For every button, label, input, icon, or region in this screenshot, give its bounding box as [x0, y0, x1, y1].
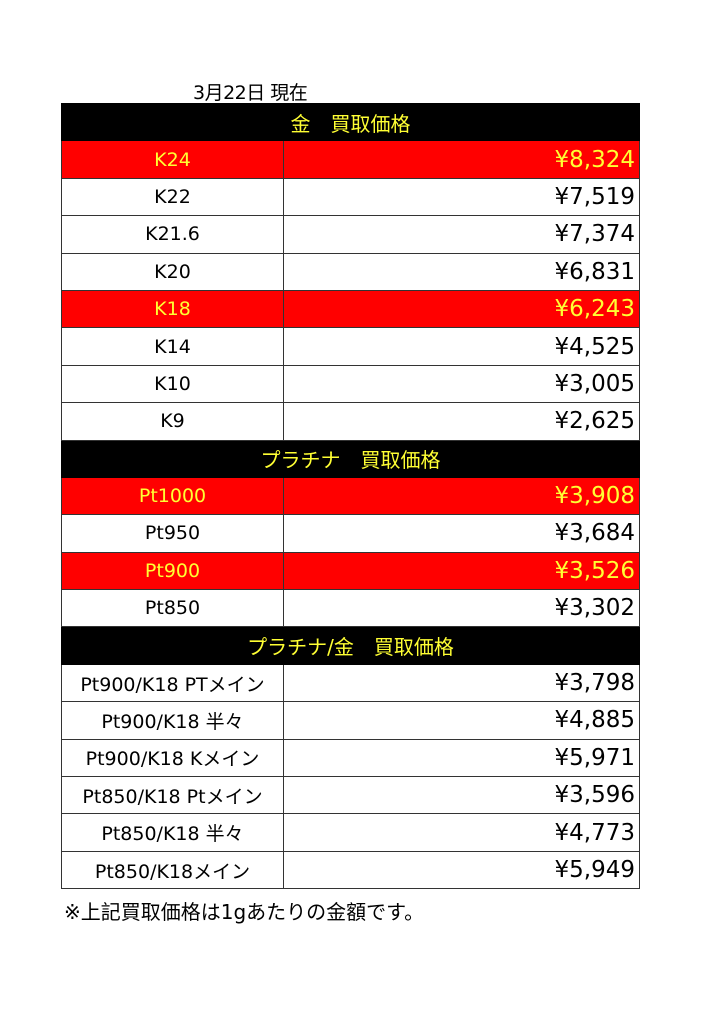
- item-price: ¥3,798: [283, 663, 640, 703]
- section-title: 金 買取価格: [61, 102, 640, 142]
- item-price: ¥3,684: [283, 514, 640, 553]
- price-row: Pt850 ¥3,302: [61, 589, 640, 628]
- price-row: Pt850/K18 Ptメイン ¥3,596: [61, 776, 640, 815]
- price-row: Pt850/K18 半々 ¥4,773: [61, 813, 640, 852]
- item-price: ¥3,908: [283, 476, 640, 516]
- item-name: K9: [61, 402, 284, 441]
- price-row: Pt900/K18 Kメイン ¥5,971: [61, 738, 640, 778]
- price-row: K14 ¥4,525: [61, 327, 640, 366]
- item-name: Pt850: [61, 589, 284, 628]
- price-row: Pt900/K18 PTメイン ¥3,798: [61, 663, 640, 703]
- item-price: ¥8,324: [283, 140, 640, 179]
- price-row: Pt900/K18 半々 ¥4,885: [61, 701, 640, 740]
- price-row: Pt900 ¥3,526: [61, 551, 640, 591]
- item-price: ¥3,302: [283, 589, 640, 628]
- item-price: ¥3,005: [283, 364, 640, 404]
- item-price: ¥6,831: [283, 252, 640, 291]
- price-row: K9 ¥2,625: [61, 402, 640, 441]
- item-price: ¥2,625: [283, 402, 640, 441]
- item-price: ¥3,526: [283, 551, 640, 591]
- item-price: ¥4,885: [283, 701, 640, 740]
- footnote: ※上記買取価格は1gあたりの金額です。: [64, 900, 425, 924]
- section-title: プラチナ 買取価格: [61, 439, 640, 478]
- item-name: Pt900/K18 Kメイン: [61, 738, 284, 778]
- price-row: K24 ¥8,324: [61, 140, 640, 179]
- item-name: Pt900/K18 PTメイン: [61, 663, 284, 703]
- item-price: ¥7,374: [283, 215, 640, 254]
- item-name: K18: [61, 289, 284, 329]
- section-header: プラチナ 買取価格: [61, 439, 640, 478]
- item-name: K20: [61, 252, 284, 291]
- price-row: K21.6 ¥7,374: [61, 215, 640, 254]
- price-row: K22 ¥7,519: [61, 177, 640, 217]
- price-row: Pt950 ¥3,684: [61, 514, 640, 553]
- price-row: Pt1000 ¥3,908: [61, 476, 640, 516]
- item-price: ¥6,243: [283, 289, 640, 329]
- price-row: K20 ¥6,831: [61, 252, 640, 291]
- item-name: Pt900/K18 半々: [61, 701, 284, 740]
- item-name: K21.6: [61, 215, 284, 254]
- item-price: ¥3,596: [283, 776, 640, 815]
- item-price: ¥5,949: [283, 850, 640, 890]
- item-name: K10: [61, 364, 284, 404]
- item-name: Pt950: [61, 514, 284, 553]
- item-name: K24: [61, 140, 284, 179]
- item-name: Pt850/K18 Ptメイン: [61, 776, 284, 815]
- price-table: 金 買取価格 K24 ¥8,324 K22 ¥7,519 K21.6 ¥7,374 K20 ¥6…: [61, 102, 640, 890]
- item-price: ¥4,525: [283, 327, 640, 366]
- price-row: Pt850/K18メイン ¥5,949: [61, 850, 640, 890]
- section-header: 金 買取価格: [61, 102, 640, 142]
- item-price: ¥7,519: [283, 177, 640, 217]
- item-name: Pt1000: [61, 476, 284, 516]
- section-title: プラチナ/金 買取価格: [61, 626, 640, 665]
- item-price: ¥5,971: [283, 738, 640, 778]
- section-header: プラチナ/金 買取価格: [61, 626, 640, 665]
- price-row: K10 ¥3,005: [61, 364, 640, 404]
- item-name: K14: [61, 327, 284, 366]
- item-name: Pt850/K18 半々: [61, 813, 284, 852]
- item-price: ¥4,773: [283, 813, 640, 852]
- item-name: Pt900: [61, 551, 284, 591]
- date-label: 3月22日 現在: [193, 82, 308, 104]
- item-name: Pt850/K18メイン: [61, 850, 284, 890]
- price-row: K18 ¥6,243: [61, 289, 640, 329]
- item-name: K22: [61, 177, 284, 217]
